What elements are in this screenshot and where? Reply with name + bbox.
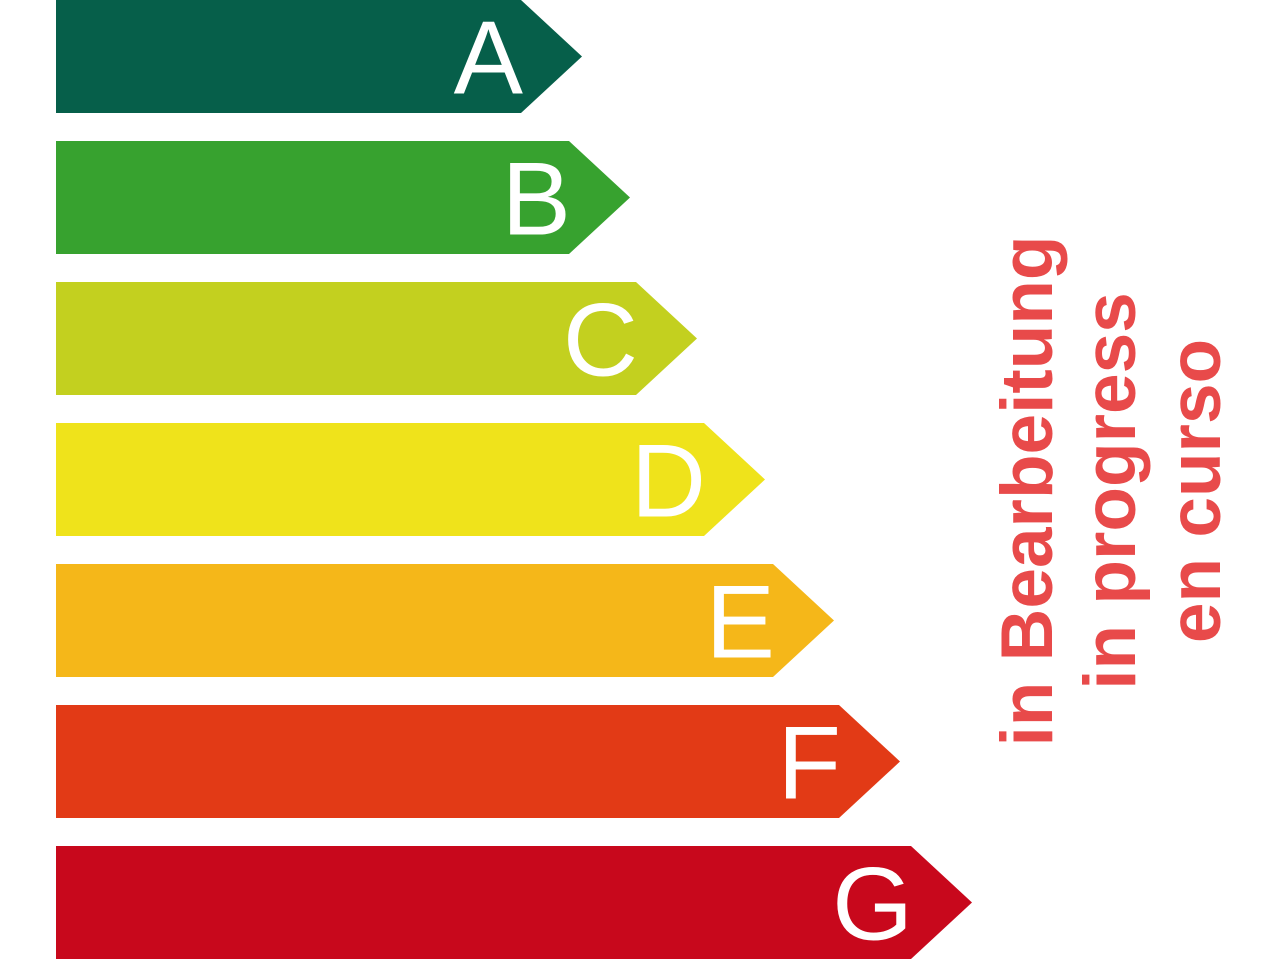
energy-class-d: D bbox=[56, 423, 765, 540]
energy-class-b: B bbox=[56, 141, 630, 258]
energy-class-g: G bbox=[56, 846, 972, 960]
class-arrow bbox=[56, 423, 765, 536]
class-arrow bbox=[56, 846, 972, 959]
energy-class-e: E bbox=[56, 564, 834, 681]
status-text-line: in Bearbeitung bbox=[987, 235, 1068, 746]
class-letter: F bbox=[777, 706, 841, 822]
status-text-line: en curso bbox=[1155, 339, 1236, 643]
class-letter: C bbox=[563, 283, 638, 399]
class-arrow bbox=[56, 705, 900, 818]
energy-class-f: F bbox=[56, 705, 900, 822]
class-arrow bbox=[56, 564, 834, 677]
class-letter: E bbox=[706, 565, 775, 681]
class-letter: A bbox=[454, 1, 524, 117]
class-letter: G bbox=[832, 847, 913, 960]
energy-class-a: A bbox=[56, 0, 582, 117]
class-letter: D bbox=[631, 424, 706, 540]
energy-class-c: C bbox=[56, 282, 697, 399]
class-arrow bbox=[56, 141, 630, 254]
status-text-line: in progress bbox=[1070, 292, 1151, 690]
class-arrow bbox=[56, 282, 697, 395]
class-arrow bbox=[56, 0, 582, 113]
class-letter: B bbox=[502, 142, 571, 258]
